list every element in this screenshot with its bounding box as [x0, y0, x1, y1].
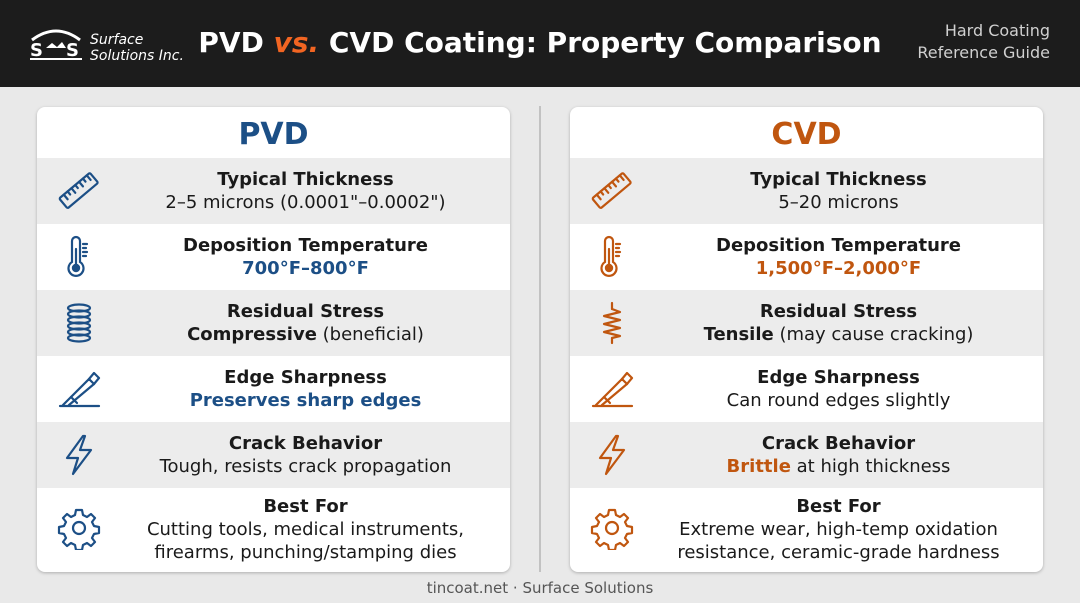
cvd-crack-text: Crack Behavior Brittle at high thickness [640, 422, 1037, 488]
lightning-bolt-icon [590, 433, 634, 477]
cvd-best-for-text: Best For Extreme wear, high-temp oxidati… [640, 488, 1037, 570]
cvd-temperature-text: Deposition Temperature 1,500°F–2,000°F [640, 224, 1037, 290]
thermometer-icon [57, 235, 101, 279]
row-label: Edge Sharpness [224, 367, 387, 388]
guide-label: Hard Coating Reference Guide [917, 20, 1050, 64]
page-title: PVD vs. CVD Coating: Property Comparison [190, 23, 890, 63]
blade-edge-icon [590, 367, 634, 411]
row-value: Tough, resists crack propagation [159, 456, 452, 477]
pvd-best-for-text: Best For Cutting tools, medical instrume… [107, 488, 504, 570]
pvd-row-crack: Crack Behavior Tough, resists crack prop… [37, 422, 510, 488]
tension-spring-icon [590, 301, 634, 345]
cvd-row-best-for: Best For Extreme wear, high-temp oxidati… [570, 488, 1043, 570]
row-value-bold: Brittle [726, 456, 791, 477]
row-value-bold: Compressive [187, 324, 317, 345]
logo-line-2: Solutions Inc. [90, 48, 184, 64]
row-label: Best For [263, 495, 348, 517]
lightning-bolt-icon [57, 433, 101, 477]
pvd-heading: PVD [238, 117, 309, 152]
row-value-line-1: Extreme wear, high-temp oxidation [679, 518, 998, 540]
row-label: Residual Stress [226, 301, 385, 322]
row-label: Typical Thickness [217, 169, 394, 190]
center-divider [539, 106, 541, 572]
title-pvd: PVD [198, 26, 264, 59]
row-value: Can round edges slightly [726, 390, 951, 411]
guide-line-1: Hard Coating [944, 21, 1050, 40]
coil-spring-icon [57, 301, 101, 345]
cvd-edge-text: Edge Sharpness Can round edges slightly [640, 356, 1037, 422]
gear-icon [590, 506, 634, 550]
pvd-row-temperature: Deposition Temperature 700°F–800°F [37, 224, 510, 290]
pvd-temperature-text: Deposition Temperature 700°F–800°F [107, 224, 504, 290]
row-value-rest: (beneficial) [316, 324, 424, 345]
svg-text:S: S [66, 40, 79, 61]
row-value-bold: Tensile [703, 324, 774, 345]
row-label: Deposition Temperature [716, 235, 961, 256]
pvd-thickness-text: Typical Thickness 2–5 microns (0.0001"–0… [107, 158, 504, 224]
ruler-icon [57, 169, 101, 213]
thermometer-icon [590, 235, 634, 279]
cvd-stress-text: Residual Stress Tensile (may cause crack… [640, 290, 1037, 356]
row-value-line-2: resistance, ceramic-grade hardness [677, 541, 1000, 563]
logo-text: Surface Solutions Inc. [90, 32, 184, 64]
row-label: Residual Stress [759, 301, 918, 322]
pvd-row-edge: Edge Sharpness Preserves sharp edges [37, 356, 510, 422]
ruler-icon [590, 169, 634, 213]
row-value: Brittle at high thickness [727, 455, 951, 478]
row-value: 700°F–800°F [242, 258, 369, 279]
row-value: Tensile (may cause cracking) [704, 323, 974, 346]
row-label: Crack Behavior [228, 433, 383, 454]
cvd-row-crack: Crack Behavior Brittle at high thickness [570, 422, 1043, 488]
row-value-line-2: firearms, punching/stamping dies [154, 541, 457, 563]
cvd-row-edge: Edge Sharpness Can round edges slightly [570, 356, 1043, 422]
row-value-rest: (may cause cracking) [773, 324, 974, 345]
cvd-row-thickness: Typical Thickness 5–20 microns [570, 158, 1043, 224]
cvd-row-temperature: Deposition Temperature 1,500°F–2,000°F [570, 224, 1043, 290]
row-value: Preserves sharp edges [189, 390, 422, 411]
row-value: 2–5 microns (0.0001"–0.0002") [165, 192, 446, 213]
cvd-heading: CVD [771, 117, 842, 152]
pvd-row-thickness: Typical Thickness 2–5 microns (0.0001"–0… [37, 158, 510, 224]
guide-line-2: Reference Guide [917, 43, 1050, 62]
logo-mark-icon: S S [30, 29, 82, 61]
pvd-row-stress: Residual Stress Compressive (beneficial) [37, 290, 510, 356]
title-vs: vs. [273, 26, 320, 59]
cvd-thickness-text: Typical Thickness 5–20 microns [640, 158, 1037, 224]
logo-line-1: Surface [90, 32, 144, 48]
company-logo: S S Surface Solutions Inc. [28, 18, 188, 68]
row-label: Crack Behavior [761, 433, 916, 454]
row-value-rest: at high thickness [790, 456, 951, 477]
pvd-edge-text: Edge Sharpness Preserves sharp edges [107, 356, 504, 422]
row-value: 5–20 microns [778, 192, 899, 213]
footer-source: tincoat.net · Surface Solutions [426, 579, 654, 597]
blade-edge-icon [57, 367, 101, 411]
row-label: Deposition Temperature [183, 235, 428, 256]
cvd-row-stress: Residual Stress Tensile (may cause crack… [570, 290, 1043, 356]
pvd-card: PVD Typical Thickness 2–5 microns (0.000… [37, 107, 510, 572]
pvd-row-best-for: Best For Cutting tools, medical instrume… [37, 488, 510, 570]
row-label: Typical Thickness [750, 169, 927, 190]
row-label: Best For [796, 495, 881, 517]
pvd-stress-text: Residual Stress Compressive (beneficial) [107, 290, 504, 356]
header-bar: S S Surface Solutions Inc. PVD vs. CVD C… [0, 0, 1080, 87]
row-value-line-1: Cutting tools, medical instruments, [146, 518, 465, 540]
svg-text:S: S [30, 40, 43, 61]
gear-icon [57, 506, 101, 550]
row-value: 1,500°F–2,000°F [755, 258, 922, 279]
row-value: Compressive (beneficial) [187, 323, 424, 346]
pvd-crack-text: Crack Behavior Tough, resists crack prop… [107, 422, 504, 488]
row-label: Edge Sharpness [757, 367, 920, 388]
title-rest: CVD Coating: Property Comparison [328, 26, 882, 59]
cvd-card: CVD Typical Thickness 5–20 microns Depos… [570, 107, 1043, 572]
